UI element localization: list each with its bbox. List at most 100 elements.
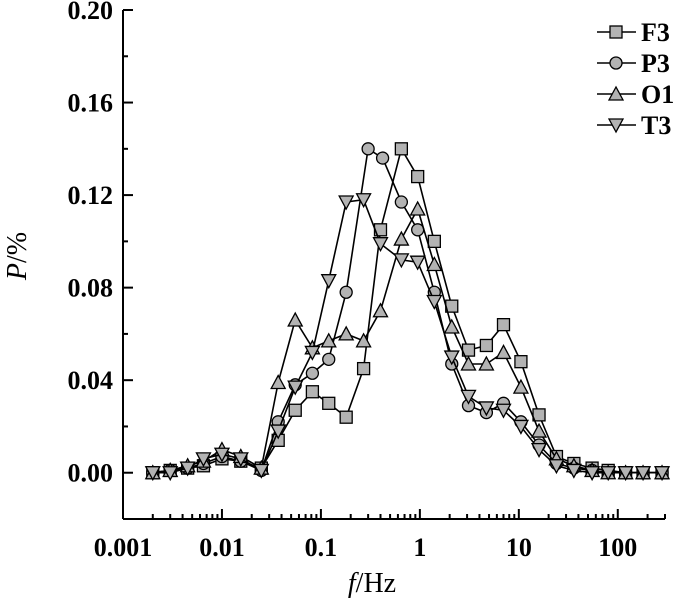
data-point-t3 xyxy=(426,294,443,310)
data-point-f3 xyxy=(479,338,494,353)
data-point-t3 xyxy=(213,447,231,463)
data-point-p3 xyxy=(375,151,390,165)
data-point-t3 xyxy=(372,237,389,253)
data-point-t3 xyxy=(287,380,304,396)
data-point-f3 xyxy=(394,142,409,156)
data-point-f3 xyxy=(288,403,302,417)
legend-marker-o1 xyxy=(607,85,625,101)
data-point-t3 xyxy=(495,403,512,419)
data-point-o1 xyxy=(409,200,426,216)
data-point-f3 xyxy=(322,396,336,410)
data-point-t3 xyxy=(443,350,460,366)
y-axis-label: P/% xyxy=(2,232,33,281)
data-point-t3 xyxy=(530,442,548,458)
data-point-p3 xyxy=(322,352,336,367)
legend-item-p3: P3 xyxy=(597,49,670,78)
data-point-o1 xyxy=(338,325,355,341)
data-point-o1 xyxy=(270,374,287,390)
data-point-t3 xyxy=(253,463,270,479)
data-point-o1 xyxy=(320,332,337,348)
x-axis-label-var: f xyxy=(348,568,359,599)
legend-label-t3: T3 xyxy=(641,111,671,140)
data-point-t3 xyxy=(320,274,337,290)
data-point-t3 xyxy=(338,195,355,211)
legend-marker-t3 xyxy=(607,118,625,134)
x-tick-label: 10 xyxy=(506,533,532,562)
data-point-o1 xyxy=(372,302,389,318)
x-axis-label: f/Hz xyxy=(348,568,396,599)
data-point-t3 xyxy=(548,459,565,475)
data-point-t3 xyxy=(584,466,601,482)
series-line-o1 xyxy=(152,206,662,474)
data-point-t3 xyxy=(270,424,287,440)
data-point-o1 xyxy=(287,311,304,327)
series-line-p3 xyxy=(152,147,662,474)
legend-label-p3: P3 xyxy=(641,49,670,78)
legend-item-o1: O1 xyxy=(597,80,674,109)
data-point-f3 xyxy=(339,410,353,424)
legend-label-o1: O1 xyxy=(641,80,674,109)
y-axis-label-unit: /% xyxy=(2,232,33,263)
data-point-o1 xyxy=(460,355,477,371)
data-point-f3 xyxy=(496,318,511,332)
data-point-p3 xyxy=(305,366,320,380)
data-point-o1 xyxy=(512,378,530,394)
y-tick-label: 0.16 xyxy=(68,89,114,118)
y-tick-label: 0.08 xyxy=(68,274,114,303)
data-point-t3 xyxy=(144,466,161,482)
data-point-t3 xyxy=(460,389,477,405)
data-point-t3 xyxy=(304,345,321,361)
data-point-f3 xyxy=(411,169,425,184)
data-point-t3 xyxy=(617,466,634,482)
series-t3 xyxy=(144,193,671,482)
y-tick-label: 0.12 xyxy=(68,181,114,210)
legend-item-f3: F3 xyxy=(597,18,670,47)
data-point-t3 xyxy=(195,452,212,468)
y-tick-label: 0.04 xyxy=(68,366,114,395)
data-point-o1 xyxy=(495,344,512,360)
data-point-t3 xyxy=(355,193,372,209)
legend-item-t3: T3 xyxy=(597,111,671,140)
data-point-o1 xyxy=(530,422,548,438)
data-point-f3 xyxy=(427,234,441,249)
data-point-t3 xyxy=(478,401,495,417)
x-tick-label: 100 xyxy=(598,533,637,562)
data-point-p3 xyxy=(394,195,409,209)
x-tick-label: 0.1 xyxy=(305,533,338,562)
data-point-t3 xyxy=(162,466,179,482)
data-point-t3 xyxy=(512,419,530,435)
legend-marker-f3 xyxy=(609,25,623,39)
data-point-t3 xyxy=(565,463,582,479)
data-point-f3 xyxy=(514,355,528,369)
legend-label-f3: F3 xyxy=(641,18,670,47)
data-point-t3 xyxy=(393,253,410,269)
legend-marker-p3 xyxy=(609,56,623,70)
series-o1 xyxy=(144,200,671,480)
data-point-t3 xyxy=(409,255,426,271)
data-point-f3 xyxy=(356,361,371,376)
data-point-p3 xyxy=(339,285,353,299)
data-point-o1 xyxy=(478,355,495,371)
data-point-o1 xyxy=(426,256,443,272)
series-line-t3 xyxy=(152,198,662,474)
x-axis-label-unit: /Hz xyxy=(356,568,396,599)
y-tick-label: 0.00 xyxy=(68,459,114,488)
data-point-o1 xyxy=(355,332,372,348)
x-tick-label: 0.01 xyxy=(199,533,245,562)
y-tick-label: 0.20 xyxy=(68,0,114,25)
data-point-t3 xyxy=(232,452,249,468)
data-point-t3 xyxy=(634,466,652,482)
x-tick-label: 1 xyxy=(413,533,426,562)
data-point-t3 xyxy=(179,461,196,477)
data-point-o1 xyxy=(443,318,460,334)
data-point-t3 xyxy=(600,466,617,482)
y-axis-label-var: P xyxy=(2,263,33,281)
series-f3 xyxy=(146,142,669,480)
data-point-t3 xyxy=(653,466,671,482)
data-point-p3 xyxy=(361,142,375,156)
ticks: 0.00 0.04 0.08 0.12 0.16 0.20 0.001 0.01 0.1 1 10 1… xyxy=(68,0,666,562)
series-line-f3 xyxy=(152,146,662,474)
data-point-f3 xyxy=(305,385,320,399)
